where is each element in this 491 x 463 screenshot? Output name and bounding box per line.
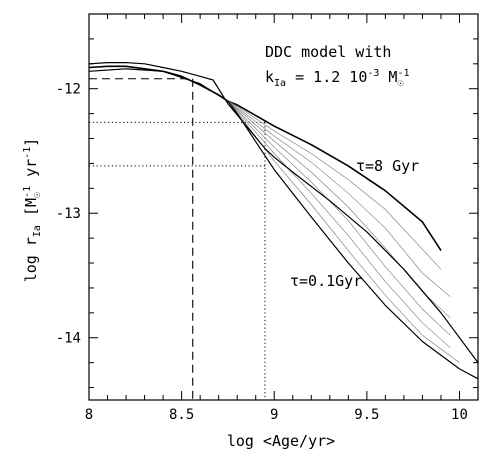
y-tick-label: -12: [56, 82, 81, 98]
y-axis-label-open: [M: [22, 198, 40, 225]
y-tick-label: -14: [56, 331, 81, 347]
x-axis-label: log <Age/yr>: [227, 432, 335, 450]
model-curve-7: [88, 68, 460, 363]
model-curve-3: [88, 68, 451, 297]
axis-ticks: [88, 13, 479, 400]
plot-frame: [88, 13, 479, 401]
x-tick-label: 8.5: [169, 407, 194, 423]
y-axis-label-sub: Ia: [32, 225, 43, 237]
annotation-k-unit-exp: -1: [398, 68, 410, 79]
annotation-k-exp: -3: [367, 68, 379, 79]
model-curves: [88, 62, 479, 380]
model-curve-6: [88, 68, 451, 348]
x-tick-label: 8: [85, 407, 93, 423]
x-tick-label: 9.5: [354, 407, 379, 423]
annotation-line1: DDC model with: [265, 43, 391, 61]
y-axis-label-sup1: -1: [22, 186, 33, 198]
y-axis-label: log rIa [M☉-1 yr-1]: [22, 138, 43, 283]
y-axis-label-main: log r: [22, 237, 40, 282]
y-axis-label-sun: ☉: [32, 192, 43, 198]
reference-lines: [89, 78, 266, 400]
annotation-k-unit-sun: ☉: [397, 78, 403, 89]
y-axis-label-sup2: -1: [22, 147, 33, 159]
x-tick-label: 10: [451, 407, 468, 423]
model-curve-5: [88, 68, 451, 336]
model-curve-8: [88, 68, 479, 380]
y-axis-label-yr: yr: [22, 159, 40, 186]
label-tau-0-1: τ=0.1Gyr: [290, 272, 362, 290]
y-axis-label-close: ]: [22, 138, 40, 147]
annotation-k-value: = 1.2 10: [286, 68, 367, 86]
label-tau-8: τ=8 Gyr: [356, 157, 419, 175]
tick-labels: 8 8.5 9 9.5 10 -12 -13 -14: [56, 82, 468, 423]
annotation-k-unit: M: [379, 68, 397, 86]
annotation-k: k: [265, 68, 274, 86]
model-curve-9: [88, 62, 479, 363]
annotation-k-param: kIa = 1.2 10-3 M☉-1: [265, 68, 410, 89]
annotation-k-sub: Ia: [274, 78, 286, 89]
model-curve-4: [88, 68, 451, 319]
x-tick-label: 9: [270, 407, 278, 423]
y-tick-label: -13: [56, 206, 81, 222]
